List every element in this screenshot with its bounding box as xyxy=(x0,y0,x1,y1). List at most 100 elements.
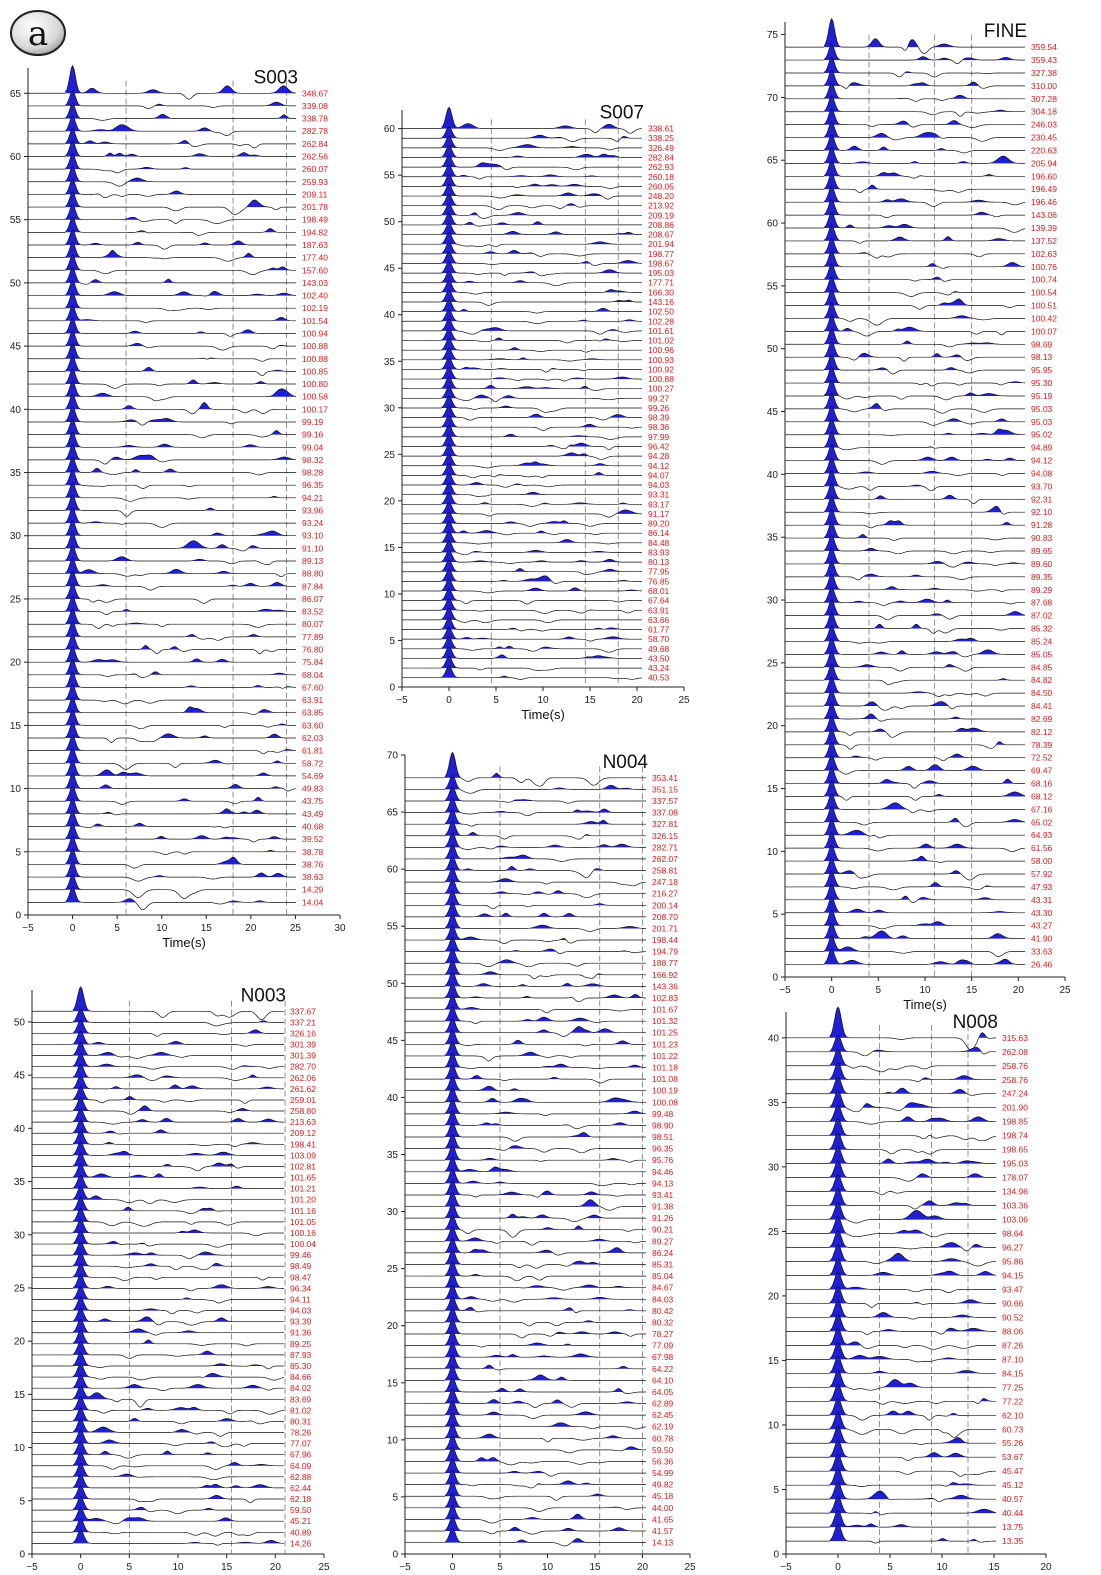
trace-label: 195.03 xyxy=(648,268,674,278)
trace-line xyxy=(444,1400,646,1419)
trace-line xyxy=(65,570,296,591)
trace-line xyxy=(441,270,642,287)
trace-label: 137.52 xyxy=(1031,236,1057,246)
trace-line xyxy=(823,496,1025,515)
trace-fill xyxy=(65,65,297,94)
trace-label: 45.47 xyxy=(1002,1466,1024,1476)
y-tick-label: 15 xyxy=(10,721,22,732)
trace-label: 262.93 xyxy=(648,162,674,172)
trace-label: 100.85 xyxy=(302,366,328,376)
trace-line xyxy=(441,492,642,507)
trace-label: 68.01 xyxy=(648,586,670,596)
trace-line xyxy=(829,1523,996,1544)
trace-line xyxy=(823,315,1025,337)
trace-line xyxy=(444,1041,646,1062)
x-tick-label: 20 xyxy=(631,695,643,706)
trace-label: 282.70 xyxy=(290,1062,316,1072)
trace-label: 93.31 xyxy=(648,490,670,500)
trace-line xyxy=(823,69,1025,89)
trace-line xyxy=(823,948,1025,965)
trace-line xyxy=(823,664,1025,686)
x-tick-label: 0 xyxy=(450,1562,456,1573)
trace-label: 80.31 xyxy=(290,1416,312,1426)
trace-label: 40.53 xyxy=(648,673,670,683)
trace-label: 93.17 xyxy=(648,499,670,509)
trace-label: 301.39 xyxy=(290,1051,316,1061)
trace-label: 89.60 xyxy=(1031,559,1053,569)
trace-line xyxy=(72,1440,284,1459)
x-tick-label: 10 xyxy=(919,985,931,996)
trace-line xyxy=(72,1152,284,1172)
trace-label: 101.67 xyxy=(652,1005,678,1015)
trace-label: 87.68 xyxy=(1031,598,1053,608)
trace-label: 84.02 xyxy=(290,1383,312,1393)
trace-line xyxy=(444,1076,646,1092)
trace-label: 102.63 xyxy=(1031,249,1057,259)
trace-label: 13.75 xyxy=(1002,1522,1024,1532)
trace-line xyxy=(65,519,296,537)
trace-line xyxy=(829,1509,996,1528)
trace-label: 62.44 xyxy=(290,1483,312,1493)
trace-label: 94.07 xyxy=(648,470,670,480)
trace-line xyxy=(829,1230,996,1252)
trace-label: 209.11 xyxy=(302,189,328,199)
trace-line xyxy=(823,431,1025,451)
trace-label: 65.02 xyxy=(1031,817,1053,827)
trace-fill xyxy=(824,354,1025,371)
y-tick-label: 50 xyxy=(767,344,779,355)
x-tick-label: 5 xyxy=(876,985,882,996)
y-tick-label: 35 xyxy=(387,1150,399,1161)
trace-fill xyxy=(65,128,297,144)
trace-label: 60.73 xyxy=(1002,1424,1024,1434)
trace-fill xyxy=(441,405,642,418)
trace-line xyxy=(72,1374,284,1391)
trace-label: 90.66 xyxy=(1002,1298,1024,1308)
trace-label: 100.88 xyxy=(302,341,328,351)
trace-label: 75.84 xyxy=(302,657,324,667)
y-tick-label: 0 xyxy=(772,973,778,984)
y-tick-label: 25 xyxy=(768,1227,780,1238)
y-tick-label: 25 xyxy=(10,594,22,605)
trace-label: 198.77 xyxy=(648,249,674,259)
trace-line xyxy=(823,405,1025,426)
trace-label: 56.36 xyxy=(652,1456,674,1466)
trace-label: 95.03 xyxy=(1031,404,1053,414)
trace-label: 101.65 xyxy=(290,1173,316,1183)
trace-label: 84.85 xyxy=(1031,662,1053,672)
trace-line xyxy=(823,353,1025,375)
trace-label: 80.32 xyxy=(652,1317,674,1327)
trace-line xyxy=(823,573,1025,592)
trace-label: 213.92 xyxy=(648,201,674,211)
x-tick-label: 20 xyxy=(637,1562,649,1573)
trace-line xyxy=(823,676,1025,697)
trace-label: 89.27 xyxy=(652,1236,674,1246)
trace-line xyxy=(829,1132,996,1155)
trace-label: 67.96 xyxy=(290,1450,312,1460)
trace-fill xyxy=(829,1132,996,1150)
trace-label: 100.80 xyxy=(302,379,328,389)
trace-fill xyxy=(72,1474,285,1488)
trace-fill xyxy=(441,367,642,380)
figure-label: a xyxy=(28,14,48,54)
trace-line xyxy=(441,318,642,335)
trace-label: 43.24 xyxy=(648,663,670,673)
trace-label: 259.01 xyxy=(290,1095,316,1105)
trace-line xyxy=(65,90,296,109)
y-tick-label: 15 xyxy=(767,784,779,795)
x-tick-label: 0 xyxy=(829,985,835,996)
y-tick-label: 40 xyxy=(768,1033,780,1044)
trace-line xyxy=(441,106,642,134)
trace-label: 101.61 xyxy=(648,326,674,336)
trace-fill xyxy=(444,833,646,848)
trace-line xyxy=(65,557,296,578)
trace-label: 94.15 xyxy=(1002,1270,1024,1280)
trace-line xyxy=(441,183,642,200)
trace-label: 209.19 xyxy=(648,210,674,220)
trace-line xyxy=(72,1352,284,1370)
trace-label: 63.66 xyxy=(648,615,670,625)
trace-line xyxy=(441,289,642,306)
trace-fill xyxy=(65,571,297,587)
trace-label: 47.93 xyxy=(1031,882,1053,892)
y-tick-label: 60 xyxy=(384,124,396,135)
trace-line xyxy=(441,357,642,373)
